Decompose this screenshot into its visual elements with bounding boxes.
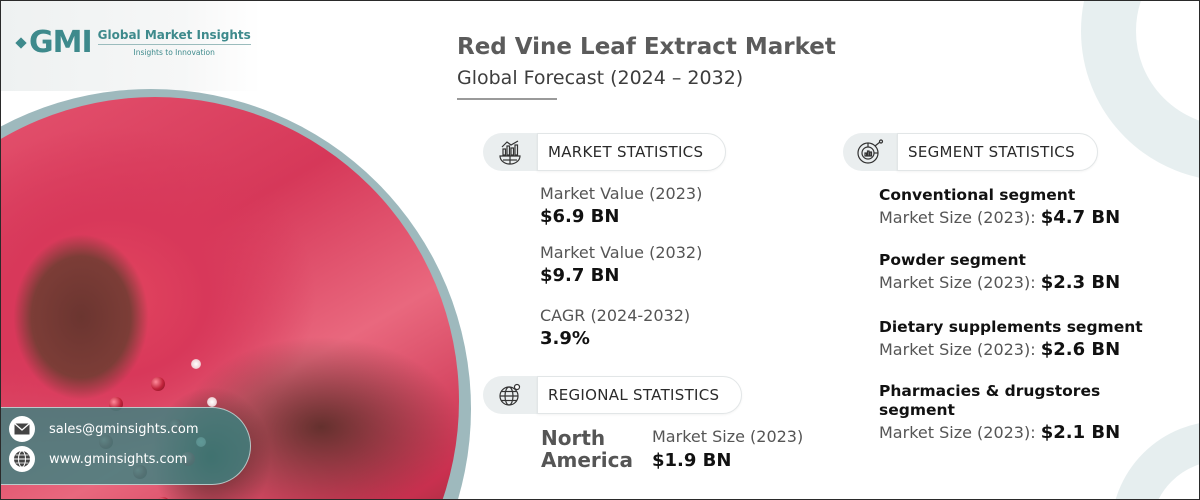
- segment-item-conventional: Conventional segment Market Size (2023):…: [879, 186, 1179, 228]
- region-market-size-label: Market Size (2023): [652, 427, 804, 446]
- market-value-2023: $6.9 BN: [540, 206, 620, 227]
- segment-item-dietary-supplements: Dietary supplements segment Market Size …: [879, 318, 1179, 360]
- segment-item-powder: Powder segment Market Size (2023): $2.3 …: [879, 251, 1179, 293]
- segment-size-label: Market Size (2023):: [879, 273, 1036, 292]
- chart-globe-icon: [483, 133, 537, 171]
- contact-website-link[interactable]: www.gminsights.com: [49, 451, 188, 467]
- market-value-2032: $9.7 BN: [540, 265, 620, 286]
- segment-statistics-title: SEGMENT STATISTICS: [897, 133, 1098, 171]
- region-name: North America: [541, 426, 633, 472]
- logo-text: Global Market Insights Insights to Innov…: [97, 28, 251, 57]
- market-value-2032-label: Market Value (2032): [540, 243, 703, 262]
- decorative-arc-top-right: [1081, 1, 1199, 181]
- segment-size-label: Market Size (2023):: [879, 423, 1036, 442]
- envelope-icon: [9, 416, 35, 442]
- contact-panel: sales@gminsights.com www.gminsights.com: [1, 407, 251, 485]
- market-value-2023-label: Market Value (2023): [540, 184, 703, 203]
- globe-icon: [9, 446, 35, 472]
- segment-size-value: $2.6 BN: [1040, 339, 1121, 360]
- granule-highlight: [191, 359, 201, 369]
- segment-size-value: $2.1 BN: [1040, 422, 1121, 443]
- segment-item-pharmacies-drugstores: Pharmacies & drugstores segment Market S…: [879, 382, 1129, 443]
- segment-size-line: Market Size (2023): $2.3 BN: [879, 272, 1179, 293]
- page-title: Red Vine Leaf Extract Market: [457, 34, 836, 60]
- region-market-size-value: $1.9 BN: [652, 450, 732, 471]
- segment-name: Powder segment: [879, 251, 1026, 269]
- logo-mark: GMI: [15, 25, 93, 60]
- segment-size-line: Market Size (2023): $2.6 BN: [879, 339, 1179, 360]
- segment-size-line: Market Size (2023): $4.7 BN: [879, 207, 1179, 228]
- contact-email-row[interactable]: sales@gminsights.com: [9, 416, 199, 442]
- regional-statistics-header: REGIONAL STATISTICS: [483, 376, 743, 414]
- brand-tagline: Insights to Innovation: [133, 48, 215, 57]
- segment-name: Dietary supplements segment: [879, 318, 1143, 336]
- cagr-label: CAGR (2024-2032): [540, 306, 691, 325]
- title-divider: [457, 98, 557, 100]
- market-statistics-title: MARKET STATISTICS: [537, 133, 727, 171]
- logo-diamond-icon: [15, 36, 27, 49]
- segment-name: Pharmacies & drugstores segment: [879, 382, 1101, 419]
- cagr-value: 3.9%: [540, 328, 590, 349]
- segment-size-label: Market Size (2023):: [879, 340, 1036, 359]
- pie-chart-icon: [843, 133, 897, 171]
- berry: [156, 497, 170, 499]
- page-subtitle: Global Forecast (2024 – 2032): [457, 67, 744, 89]
- contact-website-row[interactable]: www.gminsights.com: [9, 446, 187, 472]
- regional-statistics-title: REGIONAL STATISTICS: [537, 376, 743, 414]
- segment-size-value: $4.7 BN: [1040, 207, 1121, 228]
- brand-name: Global Market Insights: [97, 28, 251, 45]
- market-statistics-header: MARKET STATISTICS: [483, 133, 727, 171]
- segment-size-line: Market Size (2023): $2.1 BN: [879, 422, 1129, 443]
- logo-mark-text: GMI: [29, 25, 93, 60]
- segment-size-label: Market Size (2023):: [879, 208, 1036, 227]
- top-left-wash: [1, 1, 261, 91]
- segment-statistics-header: SEGMENT STATISTICS: [843, 133, 1098, 171]
- contact-email-link[interactable]: sales@gminsights.com: [49, 421, 199, 437]
- berry: [151, 377, 165, 391]
- segment-name: Conventional segment: [879, 186, 1076, 204]
- segment-size-value: $2.3 BN: [1040, 272, 1121, 293]
- globe-pin-icon: [483, 376, 537, 414]
- brand-logo[interactable]: GMI Global Market Insights Insights to I…: [15, 25, 251, 60]
- granule-highlight: [207, 397, 217, 407]
